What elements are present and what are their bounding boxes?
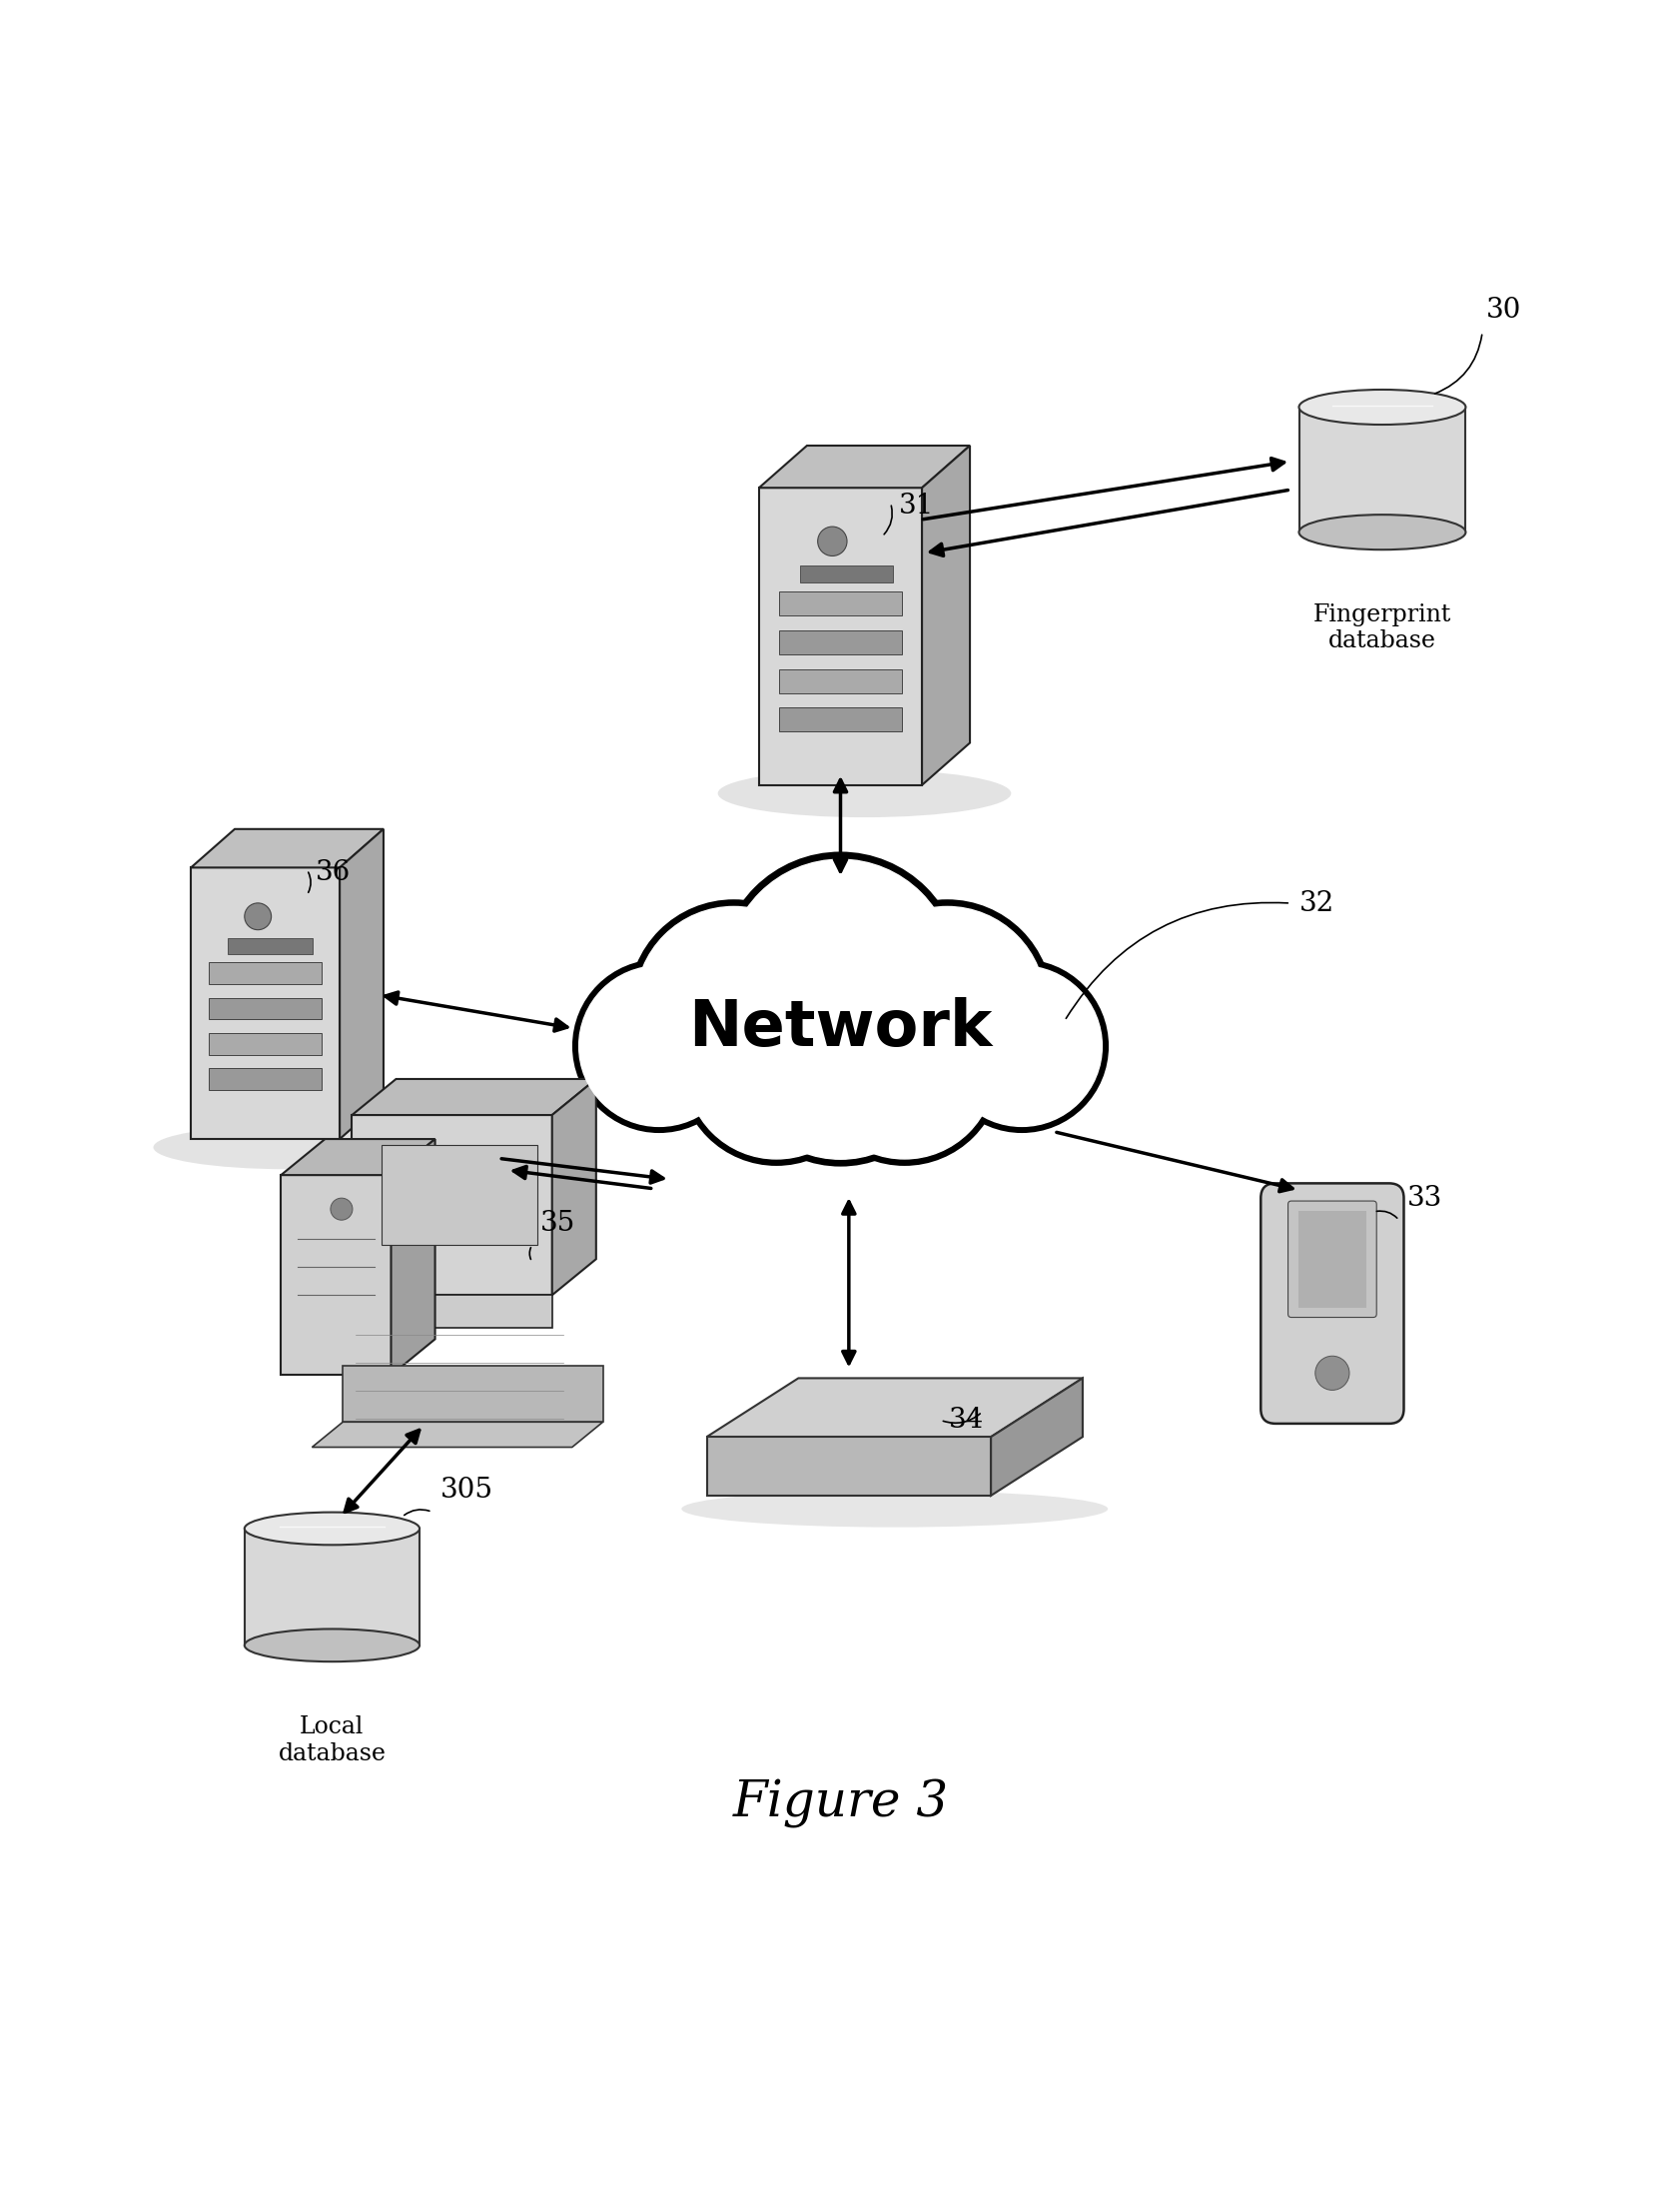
Polygon shape xyxy=(208,1034,321,1056)
Polygon shape xyxy=(312,1421,603,1448)
Circle shape xyxy=(331,1198,353,1220)
Text: 36: 36 xyxy=(316,861,351,887)
Ellipse shape xyxy=(153,1126,422,1169)
Polygon shape xyxy=(1299,407,1465,532)
Circle shape xyxy=(726,858,954,1086)
Circle shape xyxy=(941,966,1102,1126)
Text: Fingerprint
database: Fingerprint database xyxy=(1312,602,1450,653)
Text: 30: 30 xyxy=(1485,298,1520,324)
Polygon shape xyxy=(208,1069,321,1091)
Polygon shape xyxy=(351,1294,551,1327)
Ellipse shape xyxy=(244,1629,420,1662)
Circle shape xyxy=(632,904,835,1106)
Text: Network: Network xyxy=(689,996,991,1060)
Circle shape xyxy=(722,856,958,1091)
Circle shape xyxy=(734,948,946,1163)
Polygon shape xyxy=(339,830,383,1139)
Polygon shape xyxy=(281,1176,391,1375)
Polygon shape xyxy=(991,1378,1082,1496)
Polygon shape xyxy=(706,1378,1082,1437)
Polygon shape xyxy=(192,830,383,867)
Polygon shape xyxy=(921,445,969,784)
Polygon shape xyxy=(381,1145,538,1246)
Polygon shape xyxy=(800,565,892,583)
Polygon shape xyxy=(551,1080,596,1294)
Circle shape xyxy=(848,907,1045,1104)
Text: Figure 3: Figure 3 xyxy=(732,1778,948,1829)
Polygon shape xyxy=(706,1437,991,1496)
Polygon shape xyxy=(778,591,902,615)
Circle shape xyxy=(635,907,832,1104)
Circle shape xyxy=(576,964,741,1128)
Circle shape xyxy=(244,902,270,931)
Circle shape xyxy=(816,526,847,556)
Ellipse shape xyxy=(680,1491,1107,1526)
Circle shape xyxy=(845,904,1048,1106)
Polygon shape xyxy=(391,1139,435,1375)
Text: 31: 31 xyxy=(899,493,934,519)
Polygon shape xyxy=(778,670,902,692)
Text: 32: 32 xyxy=(1299,889,1334,918)
Polygon shape xyxy=(351,1080,596,1115)
Circle shape xyxy=(685,977,867,1159)
Circle shape xyxy=(1314,1356,1349,1391)
Ellipse shape xyxy=(1299,515,1465,550)
FancyBboxPatch shape xyxy=(1287,1200,1376,1318)
Circle shape xyxy=(736,953,944,1159)
Text: 34: 34 xyxy=(948,1406,983,1434)
Polygon shape xyxy=(759,488,921,784)
Polygon shape xyxy=(778,631,902,655)
Ellipse shape xyxy=(717,769,1011,817)
Polygon shape xyxy=(343,1367,603,1421)
Circle shape xyxy=(578,966,739,1126)
Circle shape xyxy=(811,975,998,1161)
Text: 305: 305 xyxy=(440,1476,492,1505)
Polygon shape xyxy=(778,707,902,731)
Polygon shape xyxy=(759,445,969,488)
FancyBboxPatch shape xyxy=(1260,1183,1403,1424)
Text: 35: 35 xyxy=(539,1209,575,1237)
Polygon shape xyxy=(281,1139,435,1176)
Text: 33: 33 xyxy=(1406,1185,1441,1211)
Ellipse shape xyxy=(1299,390,1465,425)
Polygon shape xyxy=(351,1115,551,1294)
Polygon shape xyxy=(208,999,321,1021)
Polygon shape xyxy=(208,964,321,983)
Polygon shape xyxy=(192,867,339,1139)
Polygon shape xyxy=(244,1529,420,1645)
FancyBboxPatch shape xyxy=(1297,1211,1366,1307)
Text: Local
database: Local database xyxy=(277,1715,386,1765)
Circle shape xyxy=(813,977,995,1159)
Circle shape xyxy=(939,964,1104,1128)
Circle shape xyxy=(682,975,869,1161)
Polygon shape xyxy=(228,937,312,955)
Ellipse shape xyxy=(244,1513,420,1544)
